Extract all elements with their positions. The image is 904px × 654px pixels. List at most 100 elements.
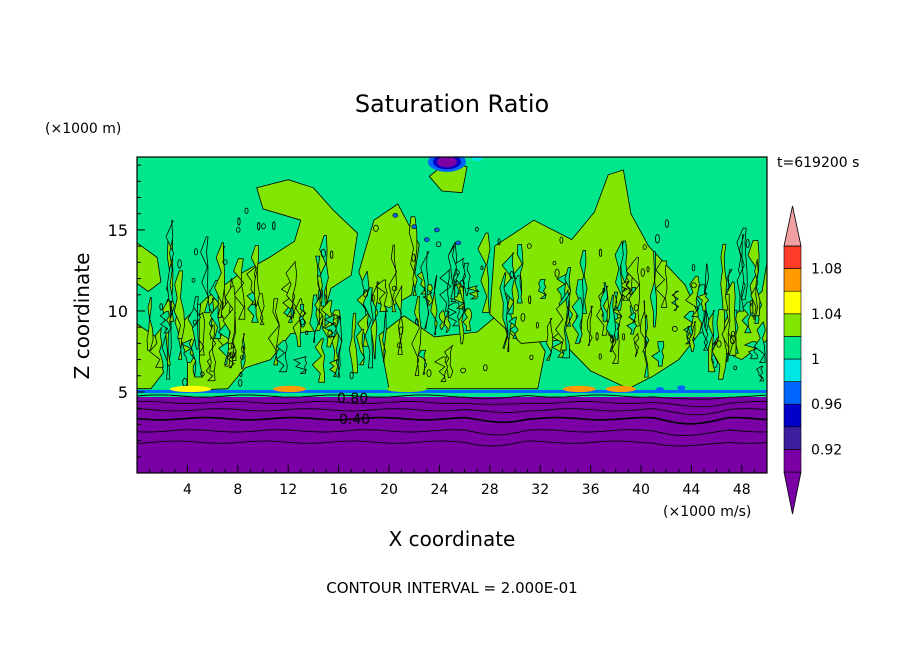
contour-filament xyxy=(394,285,404,355)
contour-speck xyxy=(299,318,305,326)
contour-filament xyxy=(240,333,246,370)
contour-speck xyxy=(528,295,532,305)
contour-speck xyxy=(529,354,534,361)
blue-speck xyxy=(423,237,430,242)
plot-area xyxy=(137,157,767,473)
x-tick-label: 48 xyxy=(733,482,751,498)
contour-filament xyxy=(571,297,584,344)
contour-filament xyxy=(444,311,451,333)
contour-filament xyxy=(408,216,418,296)
contour-filament xyxy=(720,243,729,311)
contour-filament xyxy=(430,275,438,335)
contour-filament xyxy=(417,349,428,375)
contour-filament xyxy=(514,275,523,304)
contour-speck xyxy=(459,279,465,288)
contour-filament xyxy=(614,240,624,311)
contour-speck xyxy=(610,334,614,344)
contour-speck xyxy=(371,294,375,302)
contour-filament xyxy=(499,272,509,349)
colorbar-tick-label: 1.08 xyxy=(811,262,842,278)
contour-speck xyxy=(640,268,645,277)
y-tick-label: 15 xyxy=(108,221,128,240)
contour-speck xyxy=(509,271,514,279)
x-tick-label: 4 xyxy=(183,482,192,498)
contour-filament xyxy=(420,251,430,330)
contour-speck xyxy=(622,333,626,341)
contour-filament xyxy=(250,245,260,307)
colorbar-segment xyxy=(783,426,802,450)
contour-filament xyxy=(439,269,452,312)
contour-filament xyxy=(222,285,236,344)
contour-filament xyxy=(356,328,366,366)
x-unit-label: (×1000 m/s) xyxy=(663,504,751,520)
contour-filament xyxy=(706,310,716,373)
contour-speck xyxy=(598,248,603,257)
contour-speck xyxy=(193,248,198,256)
contour-filament xyxy=(375,279,389,312)
contour-speck xyxy=(435,241,442,248)
x-tick-label: 12 xyxy=(279,482,297,498)
contour-speck xyxy=(729,334,736,345)
cloud-base-band xyxy=(137,385,767,393)
contour-speck xyxy=(239,371,243,377)
contour-speck xyxy=(460,367,467,374)
contour-speck xyxy=(363,289,369,298)
contour-filament xyxy=(701,310,709,351)
contour-filament xyxy=(654,260,668,308)
contour-speck xyxy=(745,239,750,249)
contour-filament xyxy=(362,287,374,369)
contour-filament xyxy=(477,232,491,313)
contour-speck xyxy=(272,221,276,231)
contour-interval-footer: CONTOUR INTERVAL = 2.000E-01 xyxy=(326,579,577,597)
contour-speck xyxy=(159,303,163,311)
contour-speck xyxy=(240,355,245,360)
contour-filament xyxy=(649,251,657,328)
contour-speck xyxy=(192,319,198,326)
dry-contour-line xyxy=(137,416,767,425)
contour-speck xyxy=(733,365,738,371)
contour-speck xyxy=(730,330,736,338)
contour-speck xyxy=(177,259,182,269)
contour-filament xyxy=(335,316,343,378)
contour-speck xyxy=(237,217,241,226)
contour-filament xyxy=(651,341,665,367)
dry-contour-line xyxy=(137,394,767,400)
contour-speck xyxy=(411,253,416,263)
colorbar-segment xyxy=(783,336,802,360)
y-axis: 5 10 15 xyxy=(108,164,145,458)
green-patch xyxy=(137,242,162,292)
contour-speck xyxy=(415,318,419,325)
contour-label-0.40: 0.40 xyxy=(339,412,370,428)
contour-filament xyxy=(268,298,280,366)
contour-filament xyxy=(285,261,297,319)
contour-speck xyxy=(480,265,484,271)
contour-filament xyxy=(683,326,691,345)
contour-speck xyxy=(664,219,670,228)
contour-speck xyxy=(595,332,599,341)
contour-speck xyxy=(461,305,466,311)
colorbar-segment xyxy=(783,449,802,473)
contour-filament xyxy=(600,282,608,322)
contour-filament xyxy=(329,359,339,377)
contour-filament xyxy=(292,298,304,347)
contour-filament xyxy=(207,298,216,340)
contour-filament xyxy=(721,294,731,362)
green-patch xyxy=(489,169,705,390)
contour-filament xyxy=(200,236,211,314)
contour-filament xyxy=(314,275,323,325)
contour-filament xyxy=(462,308,473,331)
contour-filament xyxy=(447,245,457,300)
contour-filament xyxy=(438,310,446,331)
supersaturated-streak xyxy=(386,385,427,393)
x-tick-label: 20 xyxy=(380,482,398,498)
x-axis-label: X coordinate xyxy=(389,527,516,551)
contour-speck xyxy=(391,285,398,292)
contour-filament xyxy=(736,234,745,312)
contour-speck xyxy=(398,326,404,335)
contour-speck xyxy=(222,259,228,265)
contour-filament xyxy=(323,315,337,337)
contour-speck xyxy=(554,268,560,278)
contour-speck xyxy=(349,371,354,380)
colorbar-segment xyxy=(783,381,802,405)
